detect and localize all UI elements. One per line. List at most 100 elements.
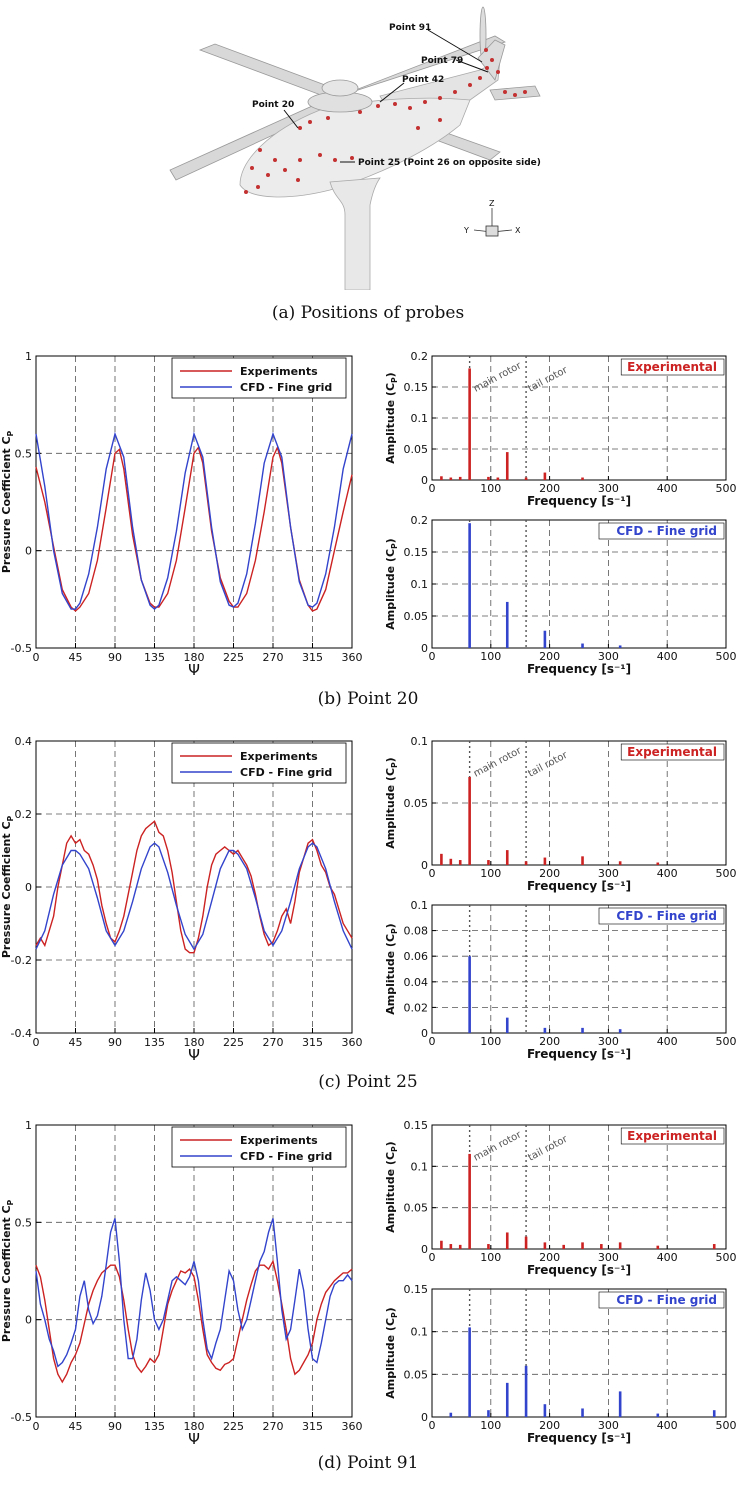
main-rotor-label: main rotor [472, 360, 524, 395]
caption-b: (b) Point 20 [317, 689, 419, 709]
spectrum-bar [618, 645, 622, 648]
panel-title: CFD - Fine grid [616, 524, 717, 538]
panel-point-91: 0 45 90 135 180 225 270 315 360-0.500.51Experime… [0, 1119, 736, 1448]
legend-label: Experiments [240, 365, 318, 378]
probe-markers [244, 48, 527, 194]
y-axis-label: Amplitude (CP) [384, 1307, 399, 1398]
y-tick-label: 0 [421, 1243, 428, 1256]
spectrum-bar [449, 1412, 453, 1417]
spectrum-bar [487, 1410, 490, 1417]
spectrum-bar [524, 861, 528, 865]
spectrum-bar [524, 477, 528, 480]
y-tick-label: 0.4 [15, 735, 33, 748]
y-tick-label: 0 [25, 881, 32, 894]
y-tick-label: 0.1 [411, 735, 429, 748]
x-tick-label: 90 [108, 651, 122, 664]
x-tick-label: 100 [480, 867, 501, 880]
series-line-cfd [35, 431, 353, 611]
x-tick-label: 400 [657, 482, 678, 495]
x-axis-label: Ψ [188, 661, 200, 679]
spectrum-bar [712, 1244, 716, 1249]
x-tick-label: 0 [429, 650, 436, 663]
plot-frame [431, 1124, 727, 1250]
probe-label-42: Point 42 [402, 75, 444, 85]
spectrum-bar [468, 1153, 471, 1249]
spectrum-bar [468, 776, 471, 865]
y-tick-label: 0.2 [411, 514, 429, 527]
spectrum-bar [600, 1244, 603, 1249]
x-axis-label: Ψ [188, 1046, 200, 1064]
x-tick-label: 300 [598, 1251, 619, 1264]
x-tick-label: 200 [539, 867, 560, 880]
x-tick-label: 300 [598, 867, 619, 880]
main-rotor-label: main rotor [472, 745, 524, 780]
y-axis-label: Amplitude (CP) [384, 757, 399, 848]
y-tick-label: 0.5 [15, 447, 33, 460]
rotor-mast [321, 79, 359, 97]
x-tick-label: 90 [108, 1036, 122, 1049]
plot-frame [431, 519, 727, 649]
triad-x-label: X [515, 226, 521, 235]
spectrum-bar [505, 850, 509, 865]
series-line-cfd [35, 1218, 353, 1368]
x-tick-label: 135 [144, 651, 165, 664]
panel-title-box [598, 522, 725, 540]
x-tick-label: 100 [480, 650, 501, 663]
probe-label-91: Point 91 [389, 23, 431, 33]
spectrum-bar [505, 1017, 509, 1033]
x-tick-label: 135 [144, 1420, 165, 1433]
x-tick-label: 45 [69, 1036, 83, 1049]
x-tick-label: 180 [184, 651, 205, 664]
spectrum-bar [618, 1242, 622, 1249]
panel-title: Experimental [627, 1129, 717, 1143]
spectrum-bar [440, 1240, 443, 1249]
spectrum-bar [449, 1244, 453, 1249]
panel-title-box [598, 1291, 725, 1309]
y-axis-label: Amplitude (CP) [384, 372, 399, 463]
x-tick-label: 100 [480, 1419, 501, 1432]
y-tick-label: 0 [25, 545, 32, 558]
y-tick-label: 0.06 [404, 950, 429, 963]
y-tick-label: 0.1 [411, 1160, 429, 1173]
y-tick-label: 0 [25, 1314, 32, 1327]
spectrum-bar [656, 862, 660, 865]
y-tick-label: 0.15 [404, 1119, 429, 1132]
x-tick-label: 400 [657, 867, 678, 880]
x-tick-label: 360 [342, 1036, 363, 1049]
spectrum-bar [543, 1027, 547, 1033]
spectrum-bar [468, 368, 471, 480]
panel-title-box [598, 907, 725, 925]
x-tick-label: 400 [657, 650, 678, 663]
spectrum-bar [440, 853, 443, 865]
spectrum-bar [458, 1244, 462, 1249]
spectrum-bar [543, 1242, 547, 1249]
x-tick-label: 300 [598, 1035, 619, 1048]
spectrum-bar [581, 477, 584, 480]
y-tick-label: 1 [25, 350, 32, 363]
spectrum-bar [562, 1244, 566, 1249]
x-tick-label: 0 [429, 1251, 436, 1264]
spectrum-bar [581, 856, 584, 865]
spectrum-bar [524, 1365, 528, 1417]
y-tick-label: 0.2 [15, 808, 33, 821]
x-tick-label: 90 [108, 1420, 122, 1433]
spectrum-bar [581, 1027, 584, 1033]
x-tick-label: 0 [33, 1420, 40, 1433]
x-tick-label: 300 [598, 1419, 619, 1432]
legend-label: CFD - Fine grid [240, 1150, 332, 1163]
x-axis-label: Frequency [s⁻¹] [527, 1047, 631, 1061]
probe-label-79: Point 79 [421, 56, 463, 66]
y-tick-label: 0.05 [404, 797, 429, 810]
y-tick-label: 0.2 [411, 350, 429, 363]
x-tick-label: 225 [223, 1420, 244, 1433]
y-tick-label: 0.15 [404, 381, 429, 394]
x-axis-label: Frequency [s⁻¹] [527, 494, 631, 508]
axes-triad [473, 208, 513, 237]
spectrum-bar [543, 472, 547, 480]
x-tick-label: 45 [69, 1420, 83, 1433]
x-tick-label: 200 [539, 482, 560, 495]
x-tick-label: 500 [716, 867, 736, 880]
y-tick-label: 0 [421, 1027, 428, 1040]
panel-title-box [620, 743, 725, 761]
panel-title: Experimental [627, 360, 717, 374]
